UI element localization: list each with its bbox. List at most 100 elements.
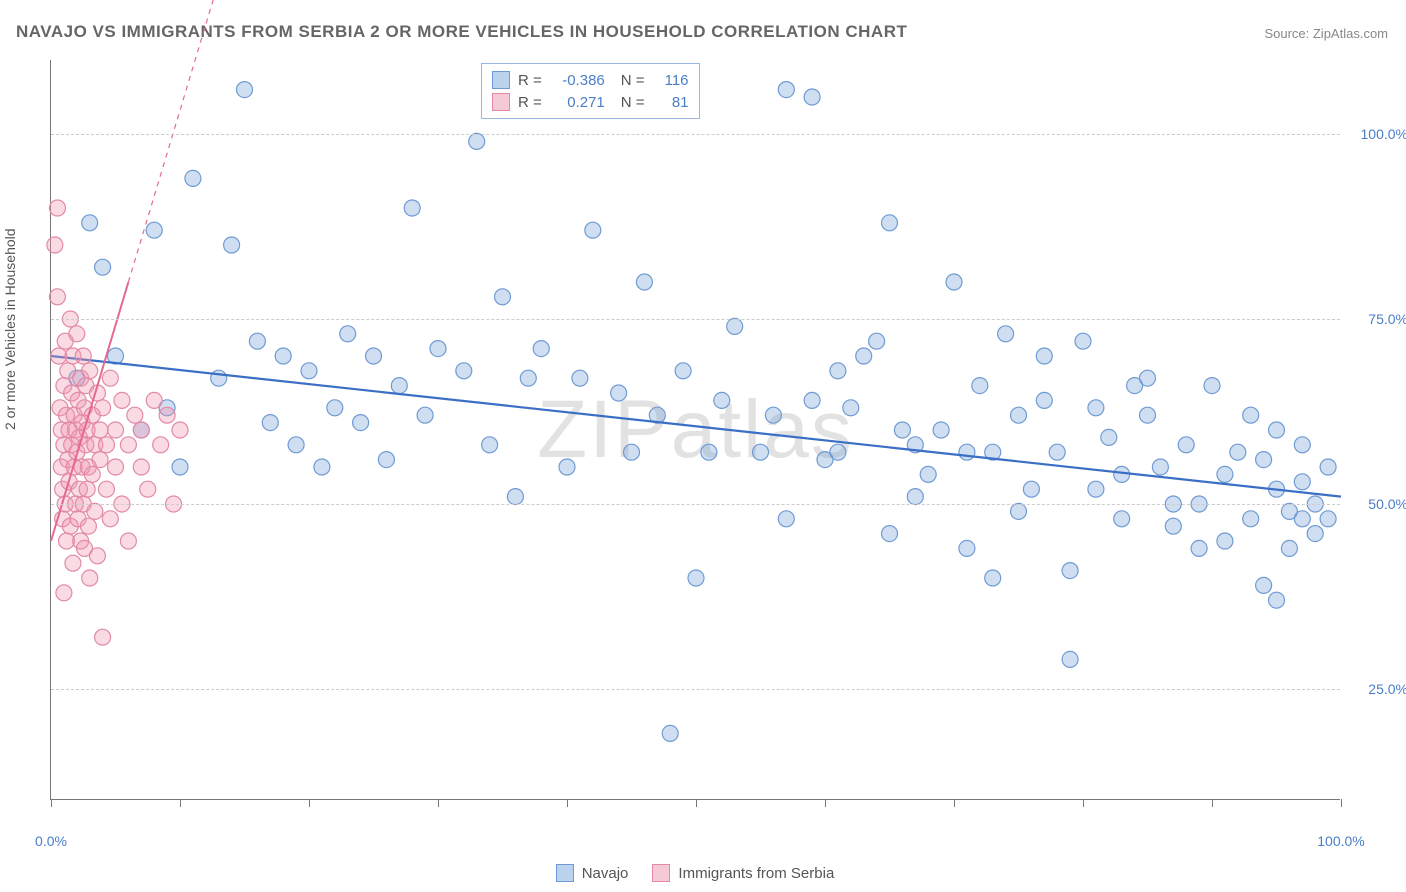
data-point: [1217, 533, 1233, 549]
data-point: [972, 378, 988, 394]
data-point: [146, 392, 162, 408]
data-point: [1178, 437, 1194, 453]
data-point: [366, 348, 382, 364]
data-point: [1023, 481, 1039, 497]
data-point: [1217, 466, 1233, 482]
data-point: [185, 170, 201, 186]
data-point: [946, 274, 962, 290]
data-point: [288, 437, 304, 453]
data-point: [843, 400, 859, 416]
data-point: [495, 289, 511, 305]
data-point: [404, 200, 420, 216]
data-point: [520, 370, 536, 386]
data-point: [1140, 370, 1156, 386]
data-point: [1243, 511, 1259, 527]
data-point: [301, 363, 317, 379]
data-point: [237, 82, 253, 98]
data-point: [804, 89, 820, 105]
data-point: [753, 444, 769, 460]
data-point: [98, 437, 114, 453]
data-point: [882, 526, 898, 542]
data-point: [95, 259, 111, 275]
gridline-h: [51, 134, 1340, 135]
data-point: [1062, 563, 1078, 579]
data-point: [1294, 437, 1310, 453]
xtick: [825, 799, 826, 807]
data-point: [1320, 459, 1336, 475]
xtick-label: 100.0%: [1317, 833, 1364, 849]
data-point: [87, 503, 103, 519]
series-legend: NavajoImmigrants from Serbia: [50, 864, 1340, 882]
legend-item: Immigrants from Serbia: [652, 864, 834, 882]
data-point: [75, 348, 91, 364]
data-point: [146, 222, 162, 238]
data-point: [133, 459, 149, 475]
data-point: [1230, 444, 1246, 460]
data-point: [778, 511, 794, 527]
chart-plot-area: ZIPatlas R =-0.386N =116R =0.271N =81 25…: [50, 60, 1340, 800]
data-point: [159, 407, 175, 423]
data-point: [662, 725, 678, 741]
data-point: [49, 200, 65, 216]
data-point: [1088, 481, 1104, 497]
data-point: [1114, 511, 1130, 527]
data-point: [585, 222, 601, 238]
data-point: [1036, 392, 1052, 408]
ytick-label: 100.0%: [1361, 126, 1406, 142]
data-point: [1036, 348, 1052, 364]
data-point: [1088, 400, 1104, 416]
data-point: [95, 400, 111, 416]
data-point: [127, 407, 143, 423]
legend-series-name: Immigrants from Serbia: [678, 865, 834, 882]
legend-swatch: [556, 864, 574, 882]
data-point: [933, 422, 949, 438]
data-point: [95, 629, 111, 645]
data-point: [456, 363, 472, 379]
data-point: [102, 511, 118, 527]
data-point: [675, 363, 691, 379]
data-point: [572, 370, 588, 386]
data-point: [482, 437, 498, 453]
data-point: [224, 237, 240, 253]
data-point: [82, 363, 98, 379]
data-point: [959, 540, 975, 556]
data-point: [559, 459, 575, 475]
xtick-label: 0.0%: [35, 833, 67, 849]
data-point: [80, 518, 96, 534]
data-point: [882, 215, 898, 231]
data-point: [1101, 429, 1117, 445]
data-point: [1256, 577, 1272, 593]
data-point: [830, 444, 846, 460]
data-point: [430, 341, 446, 357]
data-point: [172, 459, 188, 475]
data-point: [998, 326, 1014, 342]
data-point: [1191, 540, 1207, 556]
xtick: [180, 799, 181, 807]
data-point: [120, 437, 136, 453]
data-point: [869, 333, 885, 349]
data-point: [856, 348, 872, 364]
data-point: [108, 459, 124, 475]
data-point: [417, 407, 433, 423]
data-point: [1049, 444, 1065, 460]
data-point: [1294, 474, 1310, 490]
data-point: [1307, 526, 1323, 542]
data-point: [1011, 503, 1027, 519]
data-point: [114, 392, 130, 408]
data-point: [701, 444, 717, 460]
data-point: [1281, 540, 1297, 556]
gridline-h: [51, 689, 1340, 690]
xtick: [438, 799, 439, 807]
data-point: [353, 415, 369, 431]
data-point: [262, 415, 278, 431]
data-point: [84, 466, 100, 482]
data-point: [378, 452, 394, 468]
data-point: [47, 237, 63, 253]
data-point: [98, 481, 114, 497]
data-point: [92, 452, 108, 468]
data-point: [1075, 333, 1091, 349]
xtick: [1341, 799, 1342, 807]
data-point: [1256, 452, 1272, 468]
data-point: [82, 215, 98, 231]
data-point: [65, 555, 81, 571]
